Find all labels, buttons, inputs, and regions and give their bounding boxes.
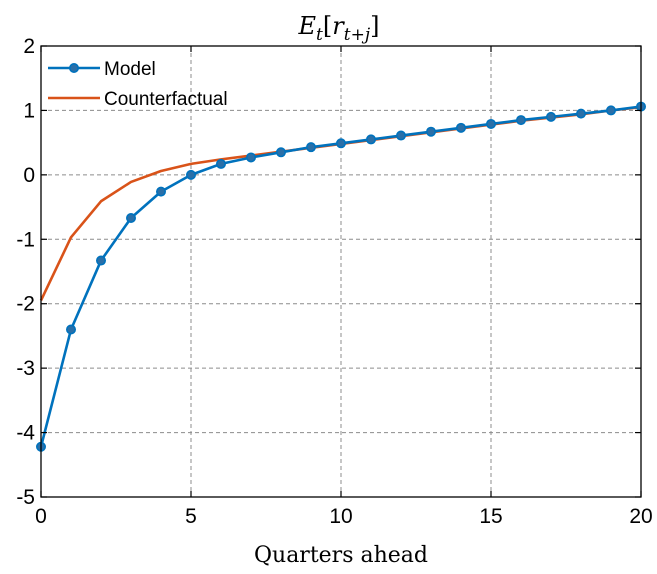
legend-label-counterfactual: Counterfactual — [104, 89, 228, 110]
title-sub1: t — [316, 25, 323, 45]
data-point-model — [305, 142, 316, 153]
title-base: E — [298, 12, 317, 40]
x-tick-label: 0 — [35, 505, 47, 528]
y-tick-label: -2 — [16, 293, 35, 316]
data-point-model — [575, 108, 586, 119]
data-point-model — [126, 213, 137, 224]
y-tick-label: 0 — [23, 164, 35, 187]
title-open: [ — [323, 12, 332, 40]
x-tick-label: 5 — [185, 505, 197, 528]
chart-title: Et[rt+j] — [298, 12, 380, 45]
y-tick-label: 1 — [23, 99, 35, 122]
y-tick-label: 2 — [23, 35, 35, 58]
y-tick-label: -1 — [16, 228, 35, 251]
x-tick-label: 15 — [479, 505, 502, 528]
series-layer — [35, 101, 646, 452]
data-point-model — [455, 122, 466, 133]
data-point-model — [605, 105, 616, 116]
grid-layer — [41, 46, 641, 497]
legend-label-model: Model — [104, 59, 156, 80]
data-point-model — [246, 152, 257, 163]
y-tick-label: -5 — [16, 486, 35, 509]
tick-layer: 0 5 10 15 20 -5 -4 -3 -2 -1 0 1 2 — [16, 35, 652, 528]
title-sub2: t+j — [344, 25, 371, 45]
data-point-model — [545, 111, 556, 122]
y-tick-label: -4 — [16, 422, 35, 445]
x-axis-label: Quarters ahead — [254, 543, 428, 568]
data-point-model — [66, 324, 77, 335]
data-point-model — [515, 115, 526, 126]
data-point-model — [275, 147, 286, 158]
title-r: r — [332, 12, 345, 40]
data-point-model — [485, 118, 496, 129]
data-point-model — [335, 138, 346, 149]
data-point-model — [425, 126, 436, 137]
data-point-model — [216, 158, 227, 169]
legend-marker-model — [69, 62, 80, 73]
legend: Model Counterfactual — [48, 59, 228, 110]
y-tick-label: -3 — [16, 357, 35, 380]
data-point-model — [156, 186, 167, 197]
title-close: ] — [370, 12, 379, 40]
data-point-model — [365, 134, 376, 145]
x-tick-label: 10 — [329, 505, 352, 528]
data-point-model — [96, 255, 107, 266]
data-point-model — [395, 130, 406, 141]
x-tick-label: 20 — [629, 505, 652, 528]
data-point-model — [186, 169, 197, 180]
